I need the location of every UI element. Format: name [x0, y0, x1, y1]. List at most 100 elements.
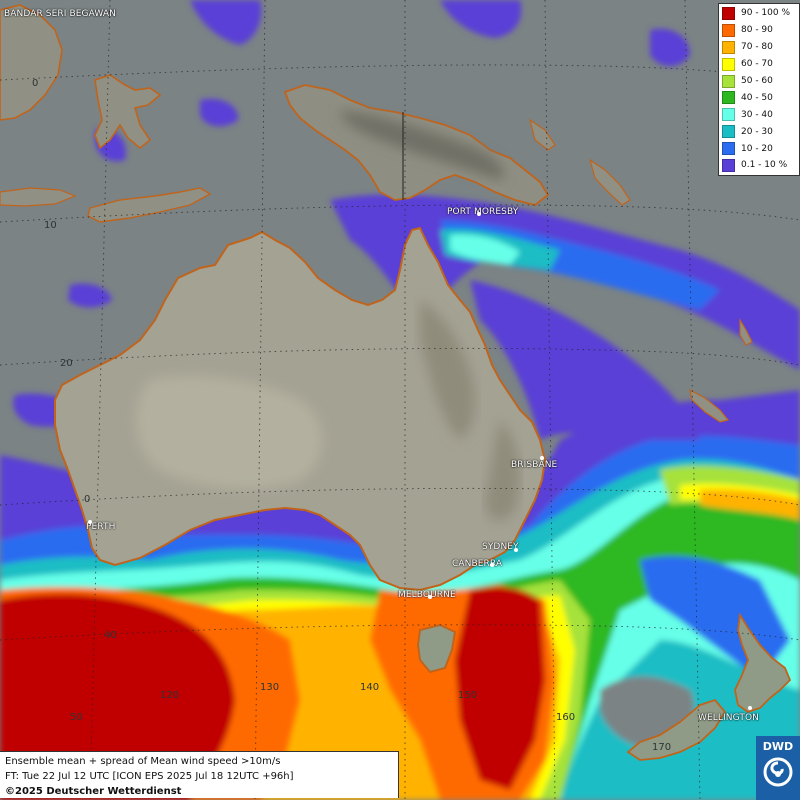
city-label-bandar-seri-begawan: BANDAR SERI BEGAWAN	[4, 9, 116, 19]
legend-row-10-20: 10 - 20	[719, 140, 799, 157]
product-info-box: Ensemble mean + spread of Mean wind spee…	[0, 751, 399, 798]
bougainville	[529, 118, 556, 151]
field-top-3	[650, 28, 690, 67]
grid-label-lat-50: 50	[70, 712, 83, 723]
city-dot-melbourne	[428, 595, 432, 599]
new-guinea-shade	[340, 110, 504, 180]
legend-label-70-80: 70 - 80	[741, 42, 773, 53]
legend-swatch-80-90	[722, 23, 735, 37]
info-title: Ensemble mean + spread of Mean wind spee…	[5, 756, 281, 767]
field-top-2	[440, 0, 522, 38]
city-label-brisbane: BRISBANE	[511, 460, 558, 470]
legend-row-80-90: 80 - 90	[719, 22, 799, 39]
city-label-port-moresby: PORT MORESBY	[447, 207, 519, 217]
legend-label-20-30: 20 - 30	[741, 126, 773, 137]
dwd-swirl-icon	[763, 757, 793, 787]
dwd-logo: DWD	[756, 736, 800, 800]
legend-label-30-40: 30 - 40	[741, 109, 773, 120]
field-coral-sea	[470, 280, 700, 440]
tasmania-land	[416, 623, 457, 674]
grid-label-lat-0: 0	[32, 78, 39, 89]
legend-row-40-50: 40 - 50	[719, 89, 799, 106]
legend-label-10-20: 10 - 20	[741, 143, 773, 154]
info-forecast-time: FT: Tue 22 Jul 12 UTC [ICON EPS 2025 Jul…	[5, 771, 294, 782]
lon-line-160	[684, 0, 701, 800]
city-dot-perth	[88, 520, 92, 524]
legend-swatch-40-50	[722, 91, 735, 105]
nz-north-island	[734, 612, 792, 713]
field-north-4	[450, 234, 520, 265]
city-label-canberra: CANBERRA	[452, 559, 503, 569]
grid-label-lon-160: 160	[556, 712, 576, 723]
vanuatu	[739, 317, 753, 346]
legend-label-0-10: 0.1 - 10 %	[741, 160, 788, 171]
lon-line-120	[89, 0, 111, 800]
legend-swatch-30-40	[722, 108, 735, 122]
legend-label-80-90: 80 - 90	[741, 25, 773, 36]
legend-label-90-100: 90 - 100 %	[741, 8, 791, 19]
field-nw-2	[68, 283, 112, 308]
lesser-sunda	[0, 187, 77, 207]
probability-legend: 90 - 100 % 80 - 90 70 - 80 60 - 70 50 - …	[718, 3, 800, 176]
legend-label-60-70: 60 - 70	[741, 59, 773, 70]
grid-label-lon-120: 120	[160, 690, 180, 701]
legend-row-60-70: 60 - 70	[719, 56, 799, 73]
nz-south-island	[626, 698, 727, 761]
grid-label-lon-170: 170	[652, 742, 672, 753]
legend-row-0-10: 0.1 - 10 %	[719, 157, 799, 174]
lat-line-30	[0, 487, 800, 506]
australia-shade-2	[420, 300, 476, 440]
land	[0, 4, 792, 761]
solomon-islands	[588, 158, 631, 206]
field-90-100	[0, 587, 545, 800]
city-label-melbourne: MELBOURNE	[398, 590, 456, 600]
legend-swatch-70-80	[722, 40, 735, 54]
grid-label-lat-10: 10	[44, 220, 57, 231]
legend-row-20-30: 20 - 30	[719, 123, 799, 140]
legend-label-50-60: 50 - 60	[741, 76, 773, 86]
lat-line-10	[0, 204, 800, 223]
australia-shade-3	[485, 420, 520, 521]
city-dot-wellington	[748, 706, 752, 710]
grid-label-lon-130: 130	[260, 682, 280, 693]
legend-swatch-50-60	[722, 74, 735, 88]
legend-label-40-50: 40 - 50	[741, 92, 773, 103]
australia-shade-1	[136, 376, 323, 489]
sulawesi-land	[94, 74, 162, 150]
city-label-wellington: WELLINGTON	[698, 713, 759, 723]
grid-label-lat-20: 20	[60, 358, 73, 369]
legend-row-50-60: 50 - 60	[719, 73, 799, 90]
lon-line-130	[254, 0, 266, 800]
legend-row-70-80: 70 - 80	[719, 39, 799, 56]
info-copyright: ©2025 Deutscher Wetterdienst	[5, 786, 182, 797]
grid-label-lon-140: 140	[360, 682, 380, 693]
city-dot-canberra	[490, 563, 494, 567]
legend-swatch-20-30	[722, 125, 735, 139]
legend-row-30-40: 30 - 40	[719, 106, 799, 123]
grid-label-lon-150: 150	[458, 690, 478, 701]
new-caledonia	[689, 388, 730, 423]
legend-swatch-10-20	[722, 142, 735, 156]
dwd-logo-text: DWD	[762, 740, 794, 753]
legend-swatch-60-70	[722, 57, 735, 71]
field-top-1	[190, 0, 262, 45]
borneo-land	[0, 4, 63, 121]
lon-line-150	[544, 0, 556, 800]
grid-label-lat-30: 0	[84, 494, 91, 505]
lat-line-20	[0, 347, 800, 366]
legend-swatch-90-100	[722, 6, 735, 20]
field-top-4	[200, 98, 239, 127]
city-dot-sydney	[514, 548, 518, 552]
timor-land	[87, 187, 212, 223]
city-dot-brisbane	[540, 456, 544, 460]
city-label-sydney: SYDNEY	[482, 542, 519, 552]
city-dot-port-moresby	[477, 212, 481, 216]
grid-label-lat-40: 40	[104, 630, 117, 641]
legend-row-90-100: 90 - 100 %	[719, 5, 799, 22]
city-label-perth: PERTH	[86, 522, 116, 532]
lat-line-40	[0, 624, 800, 641]
legend-swatch-0-10	[722, 158, 735, 172]
